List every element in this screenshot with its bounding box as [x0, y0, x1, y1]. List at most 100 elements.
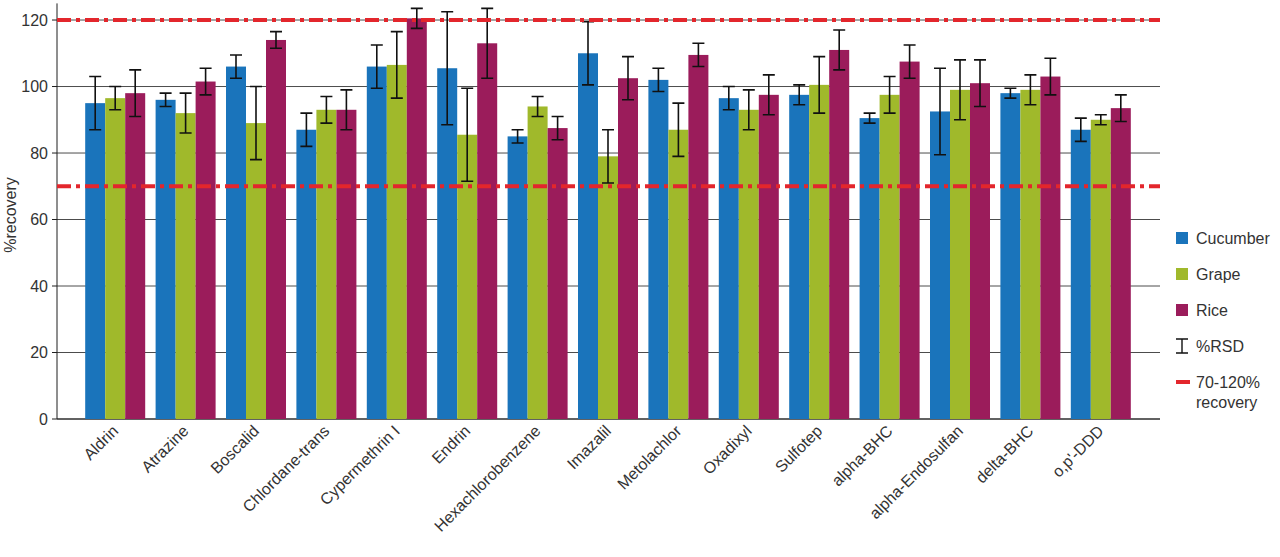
- category-label: Boscalid: [207, 422, 262, 477]
- bar: [900, 62, 920, 419]
- category-label: alpha-Endosulfan: [866, 422, 966, 522]
- tick-mark: [52, 153, 57, 154]
- error-bar: [200, 68, 212, 95]
- y-axis: [57, 3, 58, 419]
- bar: [789, 95, 809, 419]
- bar: [1020, 90, 1040, 419]
- bar: [668, 130, 688, 419]
- error-bar: [300, 113, 312, 146]
- error-bar: [692, 43, 704, 66]
- error-bar: [934, 68, 946, 154]
- tick-label: 60: [30, 211, 48, 228]
- bar: [809, 85, 829, 419]
- category-label: Cypermethrin I: [317, 422, 403, 508]
- bar: [548, 128, 568, 419]
- legend-swatch: [1176, 232, 1188, 244]
- error-bar: [763, 75, 775, 115]
- error-bar: [622, 57, 634, 100]
- legend-swatch: [1176, 380, 1190, 384]
- error-bar: [1004, 88, 1016, 98]
- bar: [719, 98, 739, 419]
- error-bar: [1075, 118, 1087, 141]
- bar: [85, 103, 105, 419]
- error-bar: [582, 22, 594, 85]
- error-bar: [230, 55, 242, 78]
- tick-mark: [52, 86, 57, 87]
- legend-swatch: [1176, 268, 1188, 280]
- error-bar: [320, 96, 332, 123]
- tick-label: 100: [21, 78, 48, 95]
- error-bar: [864, 113, 876, 123]
- category-label: Oxadixyl: [700, 422, 755, 477]
- tick-mark: [52, 20, 57, 21]
- category-label: Imazalil: [564, 422, 614, 472]
- tick-mark: [52, 419, 57, 420]
- error-bar: [602, 130, 614, 183]
- bar: [528, 106, 548, 419]
- bar: [950, 90, 970, 419]
- bar: [105, 98, 125, 419]
- bar: [618, 78, 638, 419]
- error-bar: [250, 87, 262, 160]
- error-bar: [160, 93, 172, 106]
- error-bar: [1024, 75, 1036, 105]
- reference-line: [57, 184, 1160, 188]
- reference-line: [57, 18, 1160, 22]
- error-bar: [270, 32, 282, 49]
- category-label: o,p'-DDD: [1049, 422, 1107, 480]
- bar: [196, 82, 216, 419]
- legend-label: %RSD: [1196, 338, 1244, 355]
- bar: [1000, 93, 1020, 419]
- bar: [156, 100, 176, 419]
- bar: [176, 113, 196, 419]
- error-bar: [904, 45, 916, 78]
- error-bar: [129, 70, 141, 117]
- bar: [648, 80, 668, 419]
- error-bar: [743, 90, 755, 130]
- error-bar: [109, 87, 121, 110]
- error-bar: [954, 60, 966, 120]
- grid-line: [57, 86, 1160, 87]
- bar: [1111, 108, 1131, 419]
- bar: [1091, 120, 1111, 419]
- bar: [578, 53, 598, 419]
- category-label: Atrazine: [138, 422, 192, 476]
- tick-label: 40: [30, 278, 48, 295]
- tick-mark: [52, 286, 57, 287]
- bar: [266, 40, 286, 419]
- error-bar: [512, 130, 524, 143]
- error-bar: [89, 77, 101, 130]
- error-bar: [180, 93, 192, 133]
- tick-label: 80: [30, 145, 48, 162]
- error-bar: [793, 85, 805, 105]
- bar: [125, 93, 145, 419]
- bar: [226, 67, 246, 419]
- bar: [598, 156, 618, 419]
- tick-mark: [52, 352, 57, 353]
- grid: 020406080100120: [21, 12, 1160, 428]
- error-bar: [461, 88, 473, 181]
- bar: [829, 50, 849, 419]
- bar: [688, 55, 708, 419]
- tick-mark: [52, 219, 57, 220]
- error-bar: [532, 96, 544, 116]
- tick-label: 0: [39, 411, 48, 428]
- legend-label: Cucumber: [1196, 230, 1270, 247]
- error-bar: [652, 68, 664, 91]
- error-bar: [813, 57, 825, 114]
- bar: [508, 136, 528, 419]
- error-bar: [371, 45, 383, 88]
- error-bar: [672, 103, 684, 156]
- bar: [739, 110, 759, 419]
- legend-swatch: [1176, 339, 1188, 353]
- legend-label: Rice: [1196, 302, 1228, 319]
- legend: CucumberGrapeRice%RSD70-120% recovery: [1176, 230, 1270, 411]
- bar: [880, 95, 900, 419]
- chart: 020406080100120%recoveryAldrinAtrazineBo…: [0, 0, 1280, 557]
- bar: [336, 110, 356, 419]
- bar: [246, 123, 266, 419]
- legend-label: 70-120% recovery: [1196, 374, 1265, 411]
- bar: [970, 83, 990, 419]
- bar: [759, 95, 779, 419]
- tick-label: 20: [30, 344, 48, 361]
